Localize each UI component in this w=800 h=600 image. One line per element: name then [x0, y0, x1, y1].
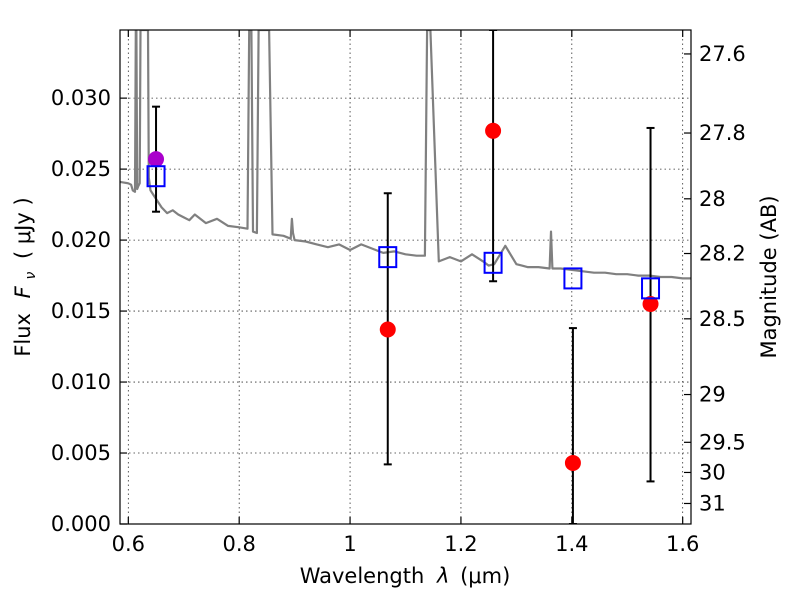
y-axis-title-sub: ν	[23, 272, 39, 280]
x-axis: 0.6 0.8 1 1.2 1.4 1.6	[112, 30, 699, 556]
y-axis-title-symbol: F	[11, 285, 35, 298]
observed-point	[148, 151, 165, 168]
x-axis-title: Wavelength λ (μm)	[300, 564, 511, 588]
y2-tick-label: 29	[699, 383, 726, 407]
x-tick-label: 1	[343, 532, 356, 556]
y-tick-label: 0.015	[51, 299, 111, 323]
y-tick-label: 0.020	[51, 228, 111, 252]
y2-tick-label: 28	[699, 187, 726, 211]
y2-tick-label: 27.6	[699, 42, 746, 66]
y-tick-label: 0.010	[51, 370, 111, 394]
x-tick-label: 0.6	[112, 532, 145, 556]
y-tick-label: 0.030	[51, 86, 111, 110]
observed-points-layer	[148, 122, 659, 471]
y2-tick-label: 27.8	[699, 121, 746, 145]
x-tick-label: 0.8	[222, 532, 255, 556]
x-axis-title-symbol: λ	[436, 564, 449, 588]
y-axis-title-prefix: Flux	[11, 313, 35, 357]
y2-tick-label: 28.2	[699, 242, 746, 266]
x-tick-label: 1.4	[555, 532, 588, 556]
x-tick-label: 1.2	[444, 532, 477, 556]
synthetic-point	[563, 267, 583, 290]
model-spectrum-layer	[120, 30, 691, 280]
synthetic-point	[378, 246, 398, 269]
observed-point	[485, 122, 502, 139]
synthetic-points-layer	[146, 165, 661, 300]
y-tick-label: 0.000	[51, 512, 111, 536]
grid	[120, 30, 691, 525]
y2-tick-label: 30	[699, 460, 726, 484]
observed-point	[564, 454, 581, 471]
y2-tick-label: 28.5	[699, 307, 746, 331]
y2-axis-title: Magnitude (AB)	[757, 195, 781, 358]
y2-tick-label: 31	[699, 491, 726, 515]
y-axis-title-unit: ( μJy )	[11, 197, 35, 259]
synthetic-point	[146, 165, 166, 188]
plot-frame	[119, 29, 692, 525]
synthetic-point	[483, 251, 503, 274]
model-spectrum-line	[120, 30, 691, 280]
errorbar-layer	[152, 30, 655, 524]
synthetic-point	[641, 277, 661, 300]
x-tick-label: 1.6	[666, 532, 699, 556]
y-tick-label: 0.025	[51, 157, 111, 181]
x-axis-title-unit: (μm)	[460, 564, 510, 588]
y-tick-label: 0.005	[51, 441, 111, 465]
y2-axis: 27.6 27.8 28 28.2 28.5 29 29.5 30 31	[684, 42, 746, 515]
x-axis-title-prefix: Wavelength	[300, 564, 425, 588]
y-axis-title: Flux F ν ( μJy )	[11, 197, 40, 356]
y2-tick-label: 29.5	[699, 430, 746, 454]
observed-point	[379, 321, 396, 338]
observed-point	[642, 295, 659, 312]
y-axis: 0.000 0.005 0.010 0.015 0.020 0.025 0.030	[51, 86, 127, 536]
